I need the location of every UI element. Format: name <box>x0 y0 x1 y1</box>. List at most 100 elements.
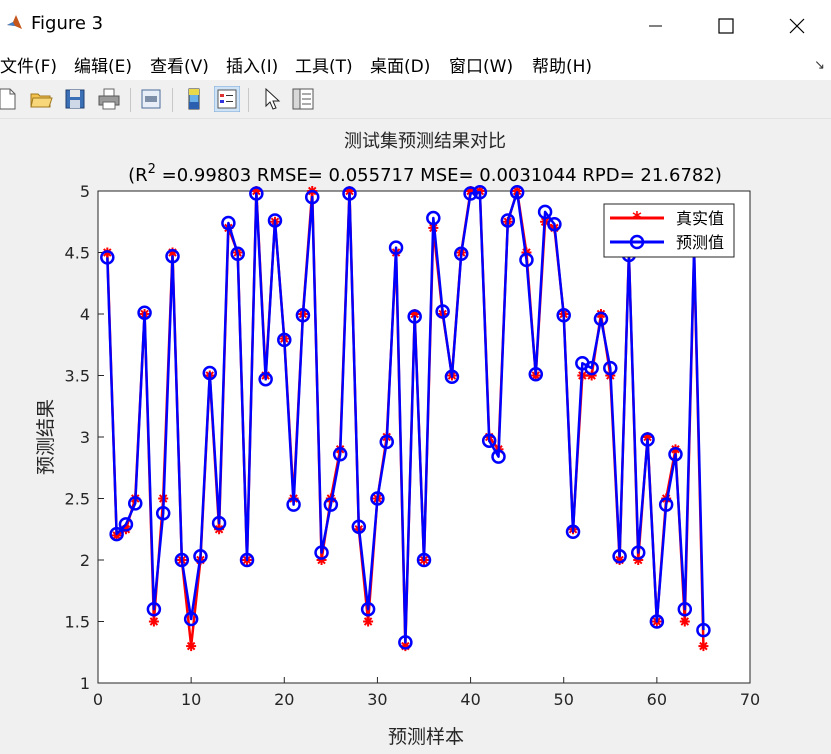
maximize-button[interactable] <box>694 0 758 50</box>
data-point <box>584 360 599 376</box>
data-point <box>277 332 292 348</box>
data-point <box>100 250 115 265</box>
x-tick-label: 20 <box>274 690 294 709</box>
legend-label-pred: 预测值 <box>676 233 724 252</box>
x-axis: 0 10 20 30 40 50 60 70 <box>93 677 760 709</box>
x-tick-label: 40 <box>460 690 480 709</box>
x-tick-label: 50 <box>554 690 574 709</box>
open-folder-icon[interactable] <box>28 86 54 112</box>
data-point <box>239 552 255 568</box>
data-point <box>537 204 553 220</box>
menu-desktop[interactable]: 桌面(D) <box>370 57 431 77</box>
toolbar-separator <box>172 88 173 112</box>
data-point <box>379 434 394 450</box>
figure-toolbar <box>0 80 831 119</box>
subtitle-prefix: (R <box>128 165 148 186</box>
chart-subtitle: (R2 =0.99803 RMSE= 0.055717 MSE= 0.00310… <box>128 162 722 186</box>
data-point <box>258 371 273 387</box>
data-point <box>249 186 264 201</box>
print-icon[interactable] <box>96 86 122 112</box>
menu-view[interactable]: 查看(V) <box>150 57 209 77</box>
new-file-icon[interactable] <box>0 86 20 112</box>
data-point <box>332 446 348 462</box>
colorbar-icon[interactable] <box>181 86 207 112</box>
menu-edit[interactable]: 编辑(E) <box>74 57 133 77</box>
y-axis-label: 预测结果 <box>35 399 57 475</box>
data-point <box>444 369 460 384</box>
save-icon[interactable] <box>62 86 88 112</box>
subtitle-superscript: 2 <box>148 162 156 177</box>
pointer-icon[interactable] <box>258 86 284 112</box>
data-point <box>137 305 152 321</box>
x-tick-label: 10 <box>181 690 201 709</box>
x-tick-label: 30 <box>367 690 387 709</box>
legend-marker-true: * <box>632 208 642 229</box>
data-point <box>155 506 171 521</box>
data-point <box>481 433 497 448</box>
data-point <box>165 248 180 264</box>
data-point <box>128 496 143 511</box>
data-point <box>323 497 339 512</box>
menu-dock-arrow-icon[interactable]: ↘ <box>814 58 825 73</box>
data-point <box>146 601 162 617</box>
data-point <box>649 614 665 629</box>
data-point <box>186 641 197 652</box>
data-point <box>679 616 690 627</box>
close-button[interactable] <box>765 0 829 50</box>
property-inspector-icon[interactable] <box>290 86 316 112</box>
data-point <box>416 552 432 568</box>
legend-label-true: 真实值 <box>676 209 724 228</box>
toolbar-separator <box>130 88 131 112</box>
data-point <box>454 246 469 261</box>
legend[interactable]: * 真实值 预测值 <box>603 203 735 258</box>
matlab-logo-icon <box>7 15 22 29</box>
minimize-button[interactable] <box>624 0 688 50</box>
data-point <box>388 240 404 255</box>
chart[interactable]: 测试集预测结果对比 (R2 =0.99803 RMSE= 0.055717 MS… <box>0 119 831 750</box>
data-point <box>463 186 478 201</box>
data-point <box>500 213 516 228</box>
data-point <box>593 311 609 327</box>
y-tick-label: 1.5 <box>65 613 90 632</box>
data-point <box>109 526 124 542</box>
data-point <box>556 307 571 323</box>
menu-tools[interactable]: 工具(T) <box>295 57 353 77</box>
legend-marker-pred <box>629 234 645 250</box>
data-point <box>286 497 301 512</box>
y-tick-label: 3 <box>80 428 90 447</box>
window-title: Figure 3 <box>31 13 104 34</box>
data-point <box>342 186 357 201</box>
legend-box <box>603 203 735 258</box>
x-tick-label: 60 <box>647 690 667 709</box>
data-point <box>304 189 320 205</box>
data-point <box>314 545 329 560</box>
data-point <box>211 515 227 531</box>
data-point <box>435 304 450 319</box>
data-point <box>398 635 413 650</box>
y-tick-label: 4 <box>80 305 90 324</box>
maximize-icon <box>718 18 734 34</box>
y-tick-label: 2.5 <box>65 490 90 509</box>
print-preview-icon[interactable] <box>138 86 164 112</box>
data-point <box>565 524 581 539</box>
data-point <box>267 213 283 228</box>
data-point <box>295 307 311 323</box>
menu-file[interactable]: 文件(F) <box>0 57 58 77</box>
data-point <box>696 622 711 638</box>
menu-insert[interactable]: 插入(I) <box>226 57 279 77</box>
y-tick-label: 1 <box>80 674 90 693</box>
toolbar-separator <box>248 88 249 112</box>
data-point <box>630 545 646 560</box>
data-point <box>230 246 245 261</box>
x-axis-label: 预测样本 <box>388 726 464 748</box>
series-pred <box>100 184 711 650</box>
data-point <box>351 519 367 535</box>
data-point <box>677 601 693 617</box>
y-tick-label: 5 <box>80 182 90 201</box>
menu-help[interactable]: 帮助(H) <box>532 57 593 77</box>
data-point <box>472 184 488 200</box>
legend-icon[interactable] <box>214 86 240 112</box>
data-point <box>370 491 385 506</box>
menu-window[interactable]: 窗口(W) <box>449 57 514 77</box>
y-tick-label: 4.5 <box>65 244 90 263</box>
